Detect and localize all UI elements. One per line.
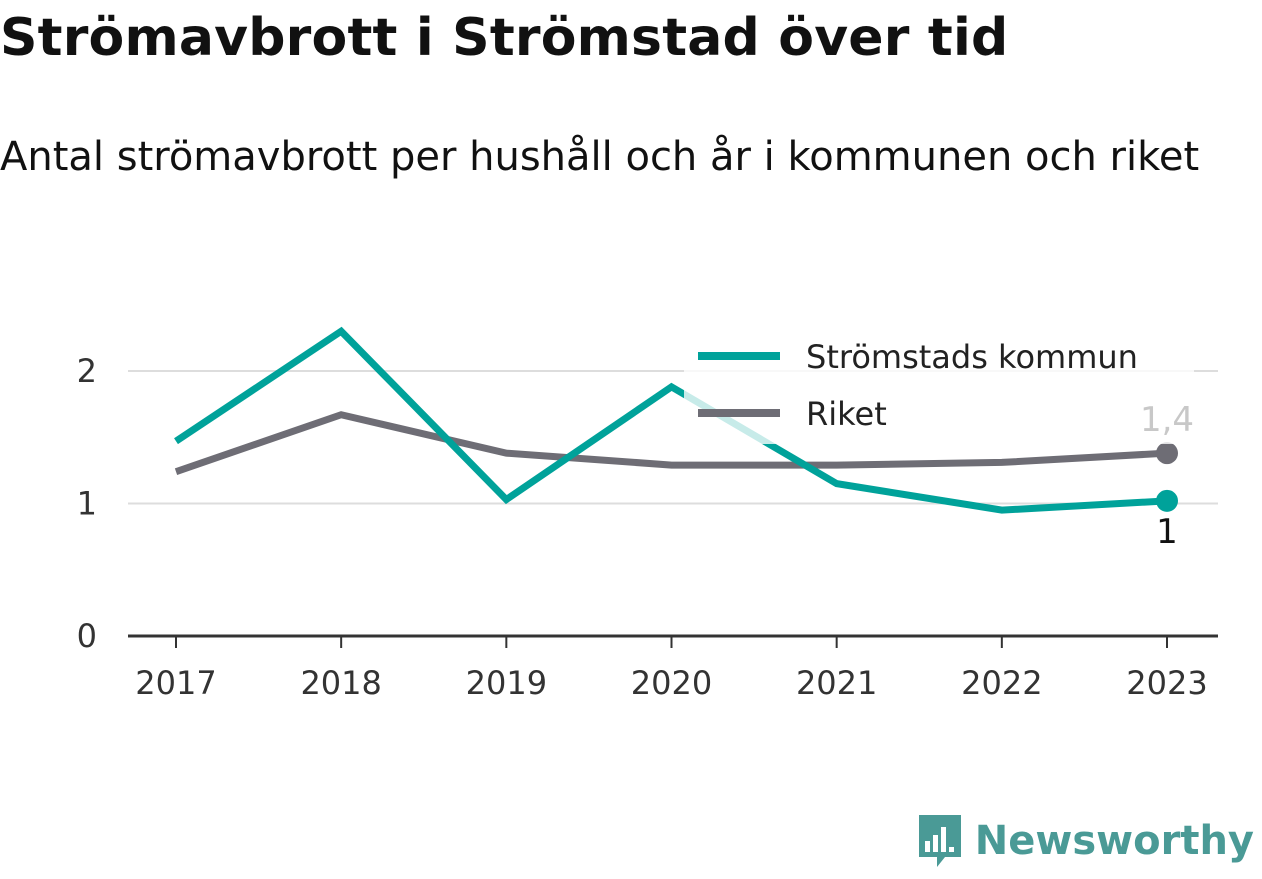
chart-title: Strömavbrott i Strömstad över tid [0,8,1009,68]
brand-logo: Newsworthy [915,811,1254,871]
legend-label-1: Riket [806,395,887,433]
x-tick-label-2021: 2021 [796,664,877,702]
y-tick-label-0: 0 [77,617,97,655]
x-tick-label-2022: 2022 [961,664,1042,702]
series-line-riket [174,411,1168,476]
x-tick-label-2017: 2017 [135,664,216,702]
y-tick-label-1: 1 [77,485,97,523]
series-line-stromstads-kommun [174,326,1168,514]
legend-background [684,326,1194,444]
legend-label-0: Strömstads kommun [806,338,1138,376]
data-point-kommun-2023 [1156,489,1178,512]
end-label-riket: 1,4 [1140,400,1194,440]
bar-chart-logo-icon [918,815,961,867]
brand-name: Newsworthy [974,818,1254,864]
x-tick-label-2018: 2018 [300,664,381,702]
y-tick-label-2: 2 [77,352,97,390]
chart-subtitle: Antal strömavbrott per hushåll och år i … [0,134,1200,180]
data-point-riket-2023 [1156,442,1178,465]
x-tick-label-2019: 2019 [466,664,547,702]
x-tick-label-2023: 2023 [1126,664,1207,702]
x-tick-label-2020: 2020 [631,664,712,702]
end-label-kommun: 1 [1156,512,1178,552]
